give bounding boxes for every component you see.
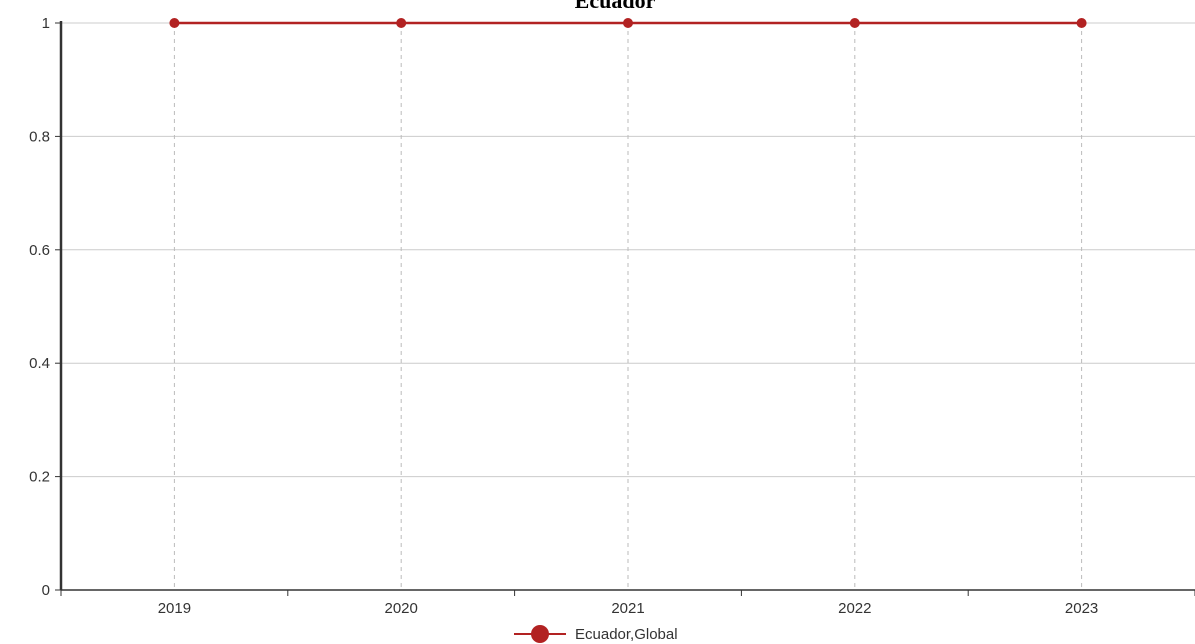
x-tick-label: 2020 [385,600,418,617]
x-tick-label: 2023 [1065,600,1098,617]
series-layer [169,18,1087,28]
y-tick-label: 0.2 [29,469,50,486]
data-point [849,18,860,28]
grid [61,22,1195,590]
y-tick-label: 0.8 [29,128,50,145]
data-point [623,18,633,28]
y-tick-label: 0.6 [29,242,50,259]
y-tick-label: 0.4 [29,355,50,372]
legend-label: Ecuador,Global [575,626,678,643]
x-tick-label: 2019 [158,600,191,617]
data-point [396,18,407,28]
data-point [1076,18,1087,28]
x-tick-label: 2021 [611,600,644,617]
legend[interactable]: Ecuador,Global [514,625,678,643]
data-point [169,18,180,28]
chart-title: Ecuador [575,0,656,13]
x-tick-label: 2022 [838,600,871,617]
axes: 0 0.2 0.4 0.6 0.8 1 2019 2020 2021 2022 2023 [29,15,1195,617]
legend-item[interactable]: Ecuador,Global [514,625,678,643]
y-tick-label: 0 [42,582,50,599]
legend-dot-marker [531,625,549,643]
y-tick-label: 1 [42,15,50,32]
